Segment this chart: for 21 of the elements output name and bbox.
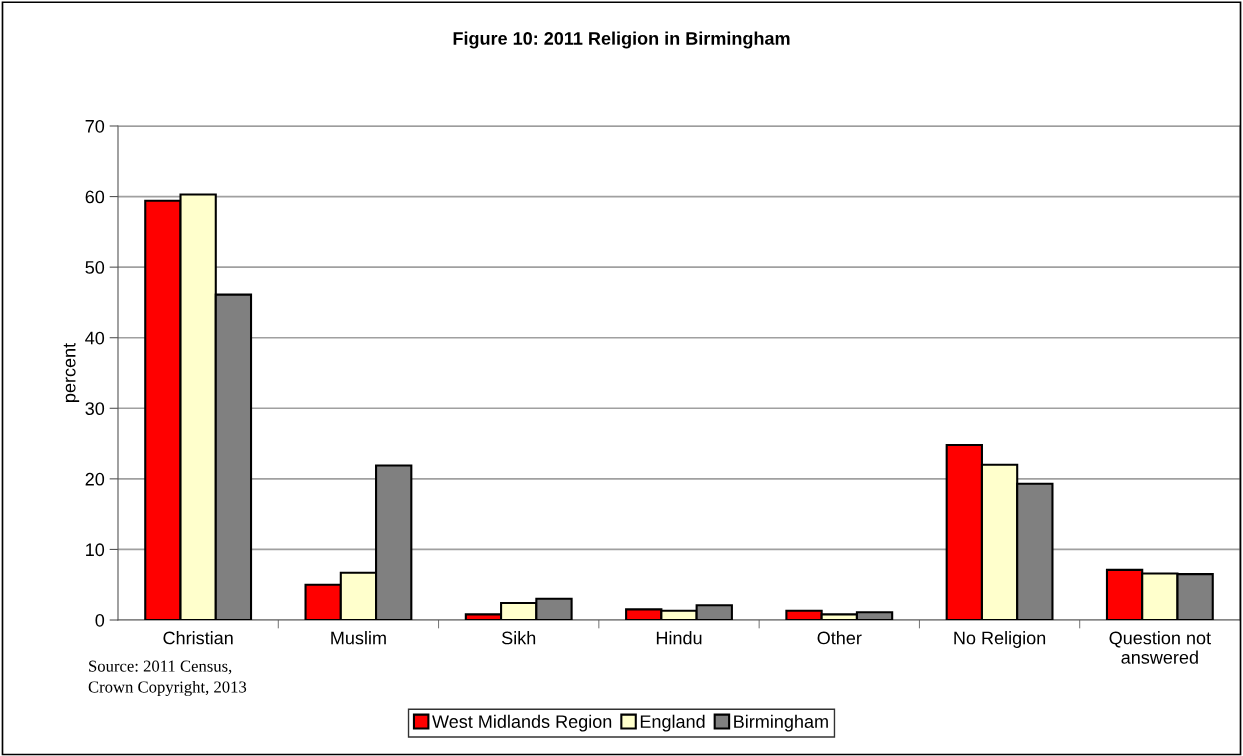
y-tick-label: 50	[85, 261, 105, 274]
y-tick-label: 60	[85, 190, 105, 204]
y-tick-label: 30	[85, 402, 105, 416]
x-tick-label: Sikh	[501, 631, 536, 645]
chart-title: Figure 10: 2011 Religion in Birmingham	[453, 31, 790, 49]
x-tick-label: Other	[817, 631, 862, 645]
y-tick-label: 20	[85, 472, 105, 486]
x-tick-label: Question not answered	[1109, 631, 1211, 664]
y-tick-label: 40	[85, 331, 105, 345]
legend-label: Birmingham	[734, 714, 828, 732]
y-tick-label: 10	[86, 543, 105, 557]
legend-label: West Midlands Region	[432, 714, 612, 732]
source-note: Source: 2011 Census, Crown Copyright, 2013	[88, 660, 247, 697]
y-tick-label: 70	[85, 119, 105, 133]
legend-label: England	[640, 714, 705, 732]
x-tick-label: No Religion	[954, 631, 1046, 648]
y-axis-title: percent	[63, 343, 80, 402]
y-tick-label: 0	[95, 613, 105, 627]
x-tick-label: Muslim	[331, 631, 386, 645]
x-tick-label: Hindu	[656, 631, 702, 645]
x-tick-label: Christian	[163, 631, 233, 645]
